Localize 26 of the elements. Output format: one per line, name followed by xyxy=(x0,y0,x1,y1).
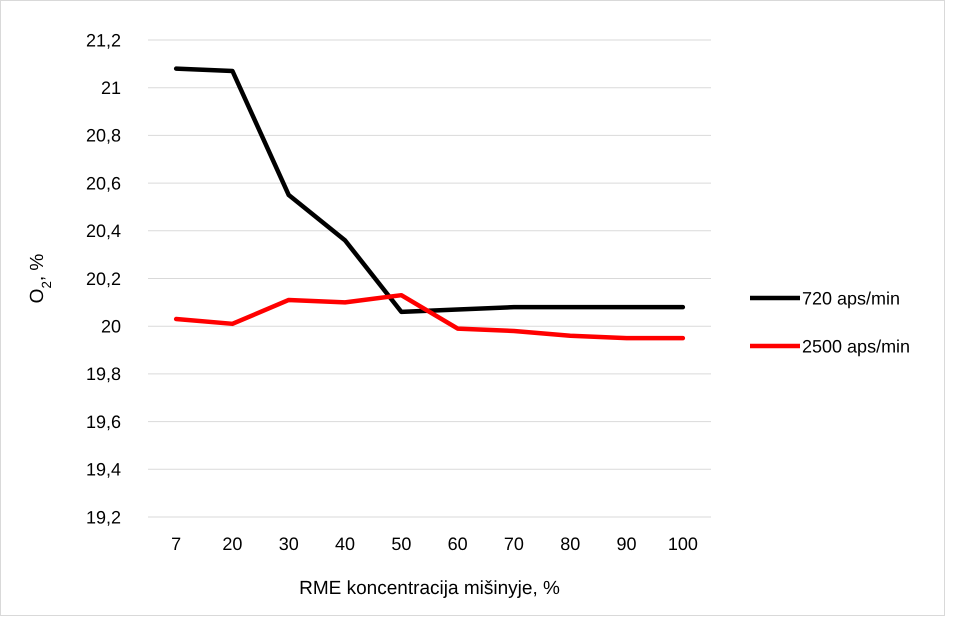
y-tick-label: 21,2 xyxy=(86,30,121,50)
x-tick-label: 70 xyxy=(504,534,524,554)
y-tick-label: 20,2 xyxy=(86,268,121,289)
x-axis-title: RME koncentracija mišinyje, % xyxy=(299,578,560,599)
x-tick-label: 100 xyxy=(668,534,698,554)
line-series xyxy=(174,66,686,314)
line-series xyxy=(174,292,686,340)
y-tick-label: 20 xyxy=(100,316,121,336)
x-tick-label: 7 xyxy=(171,534,182,554)
legend-label: 2500 aps/min xyxy=(802,336,910,356)
y-tick-label: 19,2 xyxy=(86,507,121,528)
x-tick-label: 40 xyxy=(335,534,356,554)
y-tick-label: 20,8 xyxy=(86,126,121,146)
x-tick-label: 20 xyxy=(222,534,242,554)
y-tick-label: 20,6 xyxy=(86,173,121,194)
x-tick-label: 90 xyxy=(616,534,637,554)
x-tick-label: 80 xyxy=(560,534,580,554)
y-tick-label: 21 xyxy=(100,78,121,98)
x-tick-label: 50 xyxy=(391,534,412,554)
y-tick-label: 19,6 xyxy=(86,412,121,432)
y-tick-label: 19,8 xyxy=(86,364,121,384)
x-tick-label: 30 xyxy=(278,534,299,554)
y-tick-label: 19,4 xyxy=(86,460,121,480)
y-tick-label: 20,4 xyxy=(86,221,121,242)
x-tick-label: 60 xyxy=(448,534,468,554)
legend-label: 720 aps/min xyxy=(802,288,900,308)
